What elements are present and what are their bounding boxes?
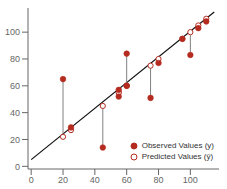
svg-text:60: 60: [10, 81, 20, 91]
svg-text:40: 40: [90, 175, 100, 185]
svg-text:20: 20: [58, 175, 68, 185]
svg-text:80: 80: [154, 175, 164, 185]
html-text:Observed Values (y): Observed Values (y): [141, 141, 214, 150]
svg-text:60: 60: [122, 175, 132, 185]
svg-text:0: 0: [29, 175, 34, 185]
svg-text:20: 20: [10, 135, 20, 145]
svg-text:80: 80: [10, 54, 20, 64]
html-text:Predicted Values (ŷ): Predicted Values (ŷ): [141, 152, 214, 161]
svg-text:100: 100: [8, 27, 20, 37]
svg-text:40: 40: [10, 108, 20, 118]
svg-text:100: 100: [183, 175, 198, 185]
svg-text:0: 0: [15, 162, 20, 172]
